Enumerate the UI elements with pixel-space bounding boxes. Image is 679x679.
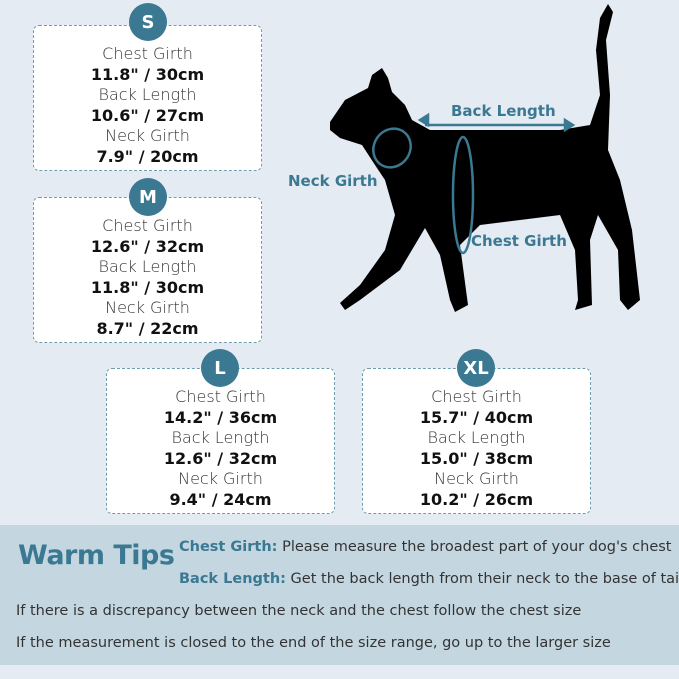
neck-girth-label: Neck Girth xyxy=(288,172,378,190)
back-length-label: Back Length xyxy=(451,102,556,120)
back-label: Back Length xyxy=(98,85,197,104)
tip-chest: Chest Girth: Please measure the broadest… xyxy=(179,539,671,555)
back-label: Back Length xyxy=(171,428,270,447)
chest-value: 11.8" / 30cm xyxy=(90,64,205,84)
size-badge: S xyxy=(129,3,167,41)
tip-back: Back Length: Get the back length from th… xyxy=(179,571,679,587)
chest-label: Chest Girth xyxy=(431,387,522,406)
neck-value: 8.7" / 22cm xyxy=(96,318,199,338)
neck-label: Neck Girth xyxy=(105,126,190,145)
chest-girth-label: Chest Girth xyxy=(471,232,567,250)
neck-value: 7.9" / 20cm xyxy=(96,146,199,166)
chest-label: Chest Girth xyxy=(102,216,193,235)
neck-label: Neck Girth xyxy=(434,469,519,488)
tip-back-text: Get the back length from their neck to t… xyxy=(285,571,679,587)
back-value: 12.6" / 32cm xyxy=(163,448,278,468)
back-label: Back Length xyxy=(427,428,526,447)
size-badge: M xyxy=(129,178,167,216)
tip-chest-text: Please measure the broadest part of your… xyxy=(277,539,672,555)
back-value: 11.8" / 30cm xyxy=(90,277,205,297)
chest-value: 14.2" / 36cm xyxy=(163,407,278,427)
tip-line-1: If there is a discrepancy between the ne… xyxy=(16,603,582,619)
tip-back-key: Back Length: xyxy=(179,571,286,587)
tip-chest-key: Chest Girth: xyxy=(179,539,278,555)
neck-value: 9.4" / 24cm xyxy=(169,489,272,509)
chest-label: Chest Girth xyxy=(175,387,266,406)
chest-value: 15.7" / 40cm xyxy=(419,407,534,427)
warm-tips-title: Warm Tips xyxy=(18,540,175,571)
neck-label: Neck Girth xyxy=(105,298,190,317)
tip-line-2: If the measurement is closed to the end … xyxy=(16,635,611,651)
warm-tips-panel xyxy=(0,525,679,665)
chest-label: Chest Girth xyxy=(102,44,193,63)
neck-label: Neck Girth xyxy=(178,469,263,488)
chest-value: 12.6" / 32cm xyxy=(90,236,205,256)
back-value: 15.0" / 38cm xyxy=(419,448,534,468)
back-value: 10.6" / 27cm xyxy=(90,105,205,125)
neck-value: 10.2" / 26cm xyxy=(419,489,534,509)
back-label: Back Length xyxy=(98,257,197,276)
size-badge: XL xyxy=(457,349,495,387)
size-badge: L xyxy=(201,349,239,387)
